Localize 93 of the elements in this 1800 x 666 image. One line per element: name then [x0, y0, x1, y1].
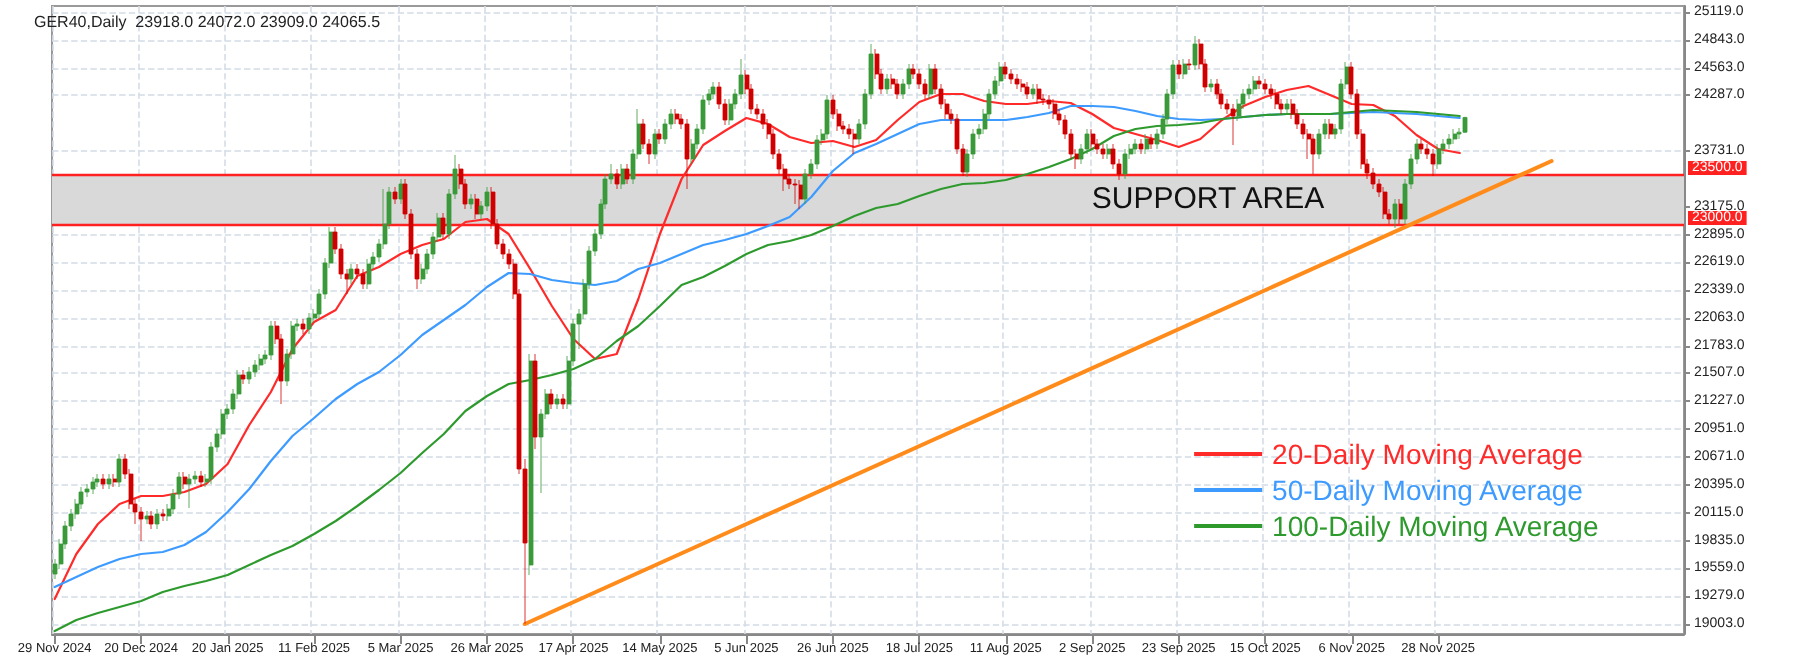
candlestick [106, 473, 112, 490]
candlestick [1090, 128, 1096, 150]
candlestick [90, 476, 96, 495]
candlestick [1436, 143, 1442, 170]
candlestick [792, 178, 798, 205]
candlestick [852, 128, 858, 155]
candlestick [1274, 88, 1280, 110]
candlestick [116, 453, 122, 488]
candlestick [1186, 58, 1192, 71]
candlestick [1446, 133, 1452, 150]
legend-label: 100-Daily Moving Average [1272, 510, 1599, 542]
candlestick [1138, 138, 1144, 155]
candlestick [554, 393, 560, 410]
candlestick [474, 193, 480, 220]
candlestick [1106, 143, 1112, 160]
candlestick [1036, 83, 1042, 105]
candlestick [1230, 103, 1236, 146]
candlestick [528, 353, 534, 576]
candlestick [246, 366, 252, 385]
candlestick [884, 73, 890, 95]
candlestick [1452, 128, 1458, 145]
candlestick [186, 473, 192, 509]
candlestick [652, 128, 658, 160]
candlestick [252, 359, 258, 378]
candlestick [154, 508, 160, 530]
candlestick [440, 212, 446, 240]
candlestick [1252, 75, 1258, 95]
candlestick [1132, 138, 1138, 155]
candlestick [1430, 148, 1436, 177]
candlestick [1020, 78, 1026, 93]
candlestick [1008, 68, 1014, 85]
candlestick [624, 163, 630, 185]
candlestick [94, 473, 100, 488]
candlestick [198, 470, 204, 488]
candlestick [1100, 143, 1106, 160]
candlestick [468, 193, 474, 210]
candlestick [1148, 133, 1154, 150]
candlestick [560, 393, 566, 410]
candlestick [1398, 198, 1404, 225]
candlestick [1192, 35, 1198, 71]
candlestick [300, 318, 306, 335]
candlestick [614, 168, 620, 190]
candlestick [1382, 186, 1388, 220]
candlestick [484, 186, 490, 212]
candlestick [1002, 61, 1008, 80]
candlestick [1176, 59, 1182, 80]
candlestick [258, 353, 264, 371]
candlestick [138, 506, 144, 542]
candlestick [366, 258, 372, 290]
candlestick [1310, 133, 1316, 175]
candlestick [240, 369, 246, 385]
candlestick [894, 78, 900, 100]
candlestick [674, 108, 680, 125]
candlestick [1262, 78, 1268, 95]
candlestick [928, 63, 934, 100]
candlestick [360, 268, 366, 290]
candlestick [100, 473, 106, 490]
candlestick [1392, 198, 1398, 229]
candlestick [1052, 98, 1058, 120]
candlestick [1030, 83, 1036, 100]
candlestick [160, 508, 166, 522]
candlestick [348, 263, 354, 285]
legend-label: 20-Daily Moving Average [1272, 438, 1584, 470]
candlestick [1014, 73, 1020, 90]
candlestick [1182, 58, 1188, 80]
candlestick [684, 118, 690, 190]
legend-label: 50-Daily Moving Average [1272, 474, 1584, 506]
candlestick [1024, 81, 1030, 100]
candlestick [144, 510, 150, 525]
candlestick [656, 128, 662, 145]
candlestick [398, 178, 404, 205]
candlestick [306, 312, 312, 335]
candlestick [1328, 118, 1334, 140]
candlestick [798, 179, 804, 210]
candlestick [1462, 116, 1468, 134]
candlestick [620, 163, 626, 190]
candlestick [112, 473, 118, 488]
candlestick [1256, 75, 1262, 90]
band-label: SUPPORT AREA [1091, 182, 1325, 216]
candlestick [548, 388, 554, 410]
candlestick [148, 510, 154, 530]
candlestick [532, 353, 538, 450]
candlestick [1122, 148, 1128, 180]
candlestick [1208, 78, 1214, 93]
candlestick [1418, 138, 1424, 155]
candlestick [1144, 133, 1150, 155]
candlestick [392, 186, 398, 205]
candlestick [182, 471, 188, 490]
candlestick [1370, 167, 1376, 190]
candlestick [268, 320, 274, 361]
chart-title: GER40,Daily 23918.0 24072.0 23909.0 24065.5 [34, 13, 382, 31]
candlestick [824, 94, 830, 140]
candlestick [710, 81, 716, 100]
